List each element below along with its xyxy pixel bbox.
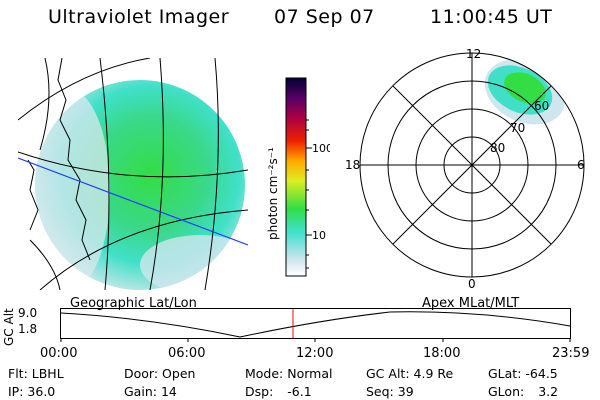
status-ip: IP: 36.0	[8, 384, 56, 399]
time-label: 11:00:45 UT	[430, 6, 553, 28]
coastline	[57, 58, 91, 261]
status-gain: Gain: 14	[124, 384, 177, 399]
mlat-70: 70	[510, 121, 525, 135]
lat-lon-grid	[18, 58, 248, 290]
status-seq: Seq: 39	[366, 384, 414, 399]
mlt-6: 6	[577, 158, 585, 172]
status-glat: GLat: -64.5	[488, 366, 558, 381]
status-gc-alt: GC Alt: 4.9 Re	[366, 366, 454, 381]
mlt-12: 12	[466, 47, 481, 61]
instrument-title: Ultraviolet Imager	[48, 6, 230, 28]
colorbar-label: photon cm⁻²s⁻¹	[266, 147, 280, 240]
time-tick-0000: 00:00	[40, 346, 78, 361]
date-label: 07 Sep 07	[274, 6, 375, 28]
mlt-0: 0	[468, 277, 476, 291]
alt-tick-1-8: 1.8	[18, 322, 38, 336]
polar-plot: 12 18 6 0 60 70 80	[345, 47, 585, 291]
status-filter: Flt: LBHL	[8, 366, 64, 381]
polar-caption: Apex MLat/MLT	[422, 296, 520, 311]
time-tick-1800: 18:00	[423, 346, 461, 361]
mlat-80: 80	[490, 141, 505, 155]
status-glon: GLon: 3.2	[488, 384, 559, 399]
geographic-image	[18, 58, 248, 290]
colorbar: 100 10 photon cm⁻²s⁻¹	[266, 77, 330, 277]
time-tick-1200: 12:00	[296, 346, 334, 361]
mlt-18: 18	[345, 158, 360, 172]
terminator-line	[18, 157, 248, 246]
altitude-curve	[60, 311, 571, 338]
status-door: Door: Open	[124, 366, 196, 381]
altitude-axis-title: GC Alt	[2, 308, 16, 346]
status-mode: Mode: Normal	[245, 366, 333, 381]
colorbar-gradient	[285, 77, 307, 277]
time-tick-2359: 23:59	[552, 346, 590, 361]
status-dsp: Dsp: -6.1	[245, 384, 312, 399]
colorbar-tick-10: 10	[312, 229, 326, 242]
colorbar-tick-100: 100	[312, 142, 330, 155]
time-tick-0600: 06:00	[168, 346, 206, 361]
geo-caption: Geographic Lat/Lon	[70, 296, 197, 311]
auroral-oval	[504, 72, 546, 104]
alt-tick-9: 9.0	[18, 306, 38, 320]
altitude-plot	[60, 308, 571, 342]
mlat-60: 60	[534, 99, 549, 113]
